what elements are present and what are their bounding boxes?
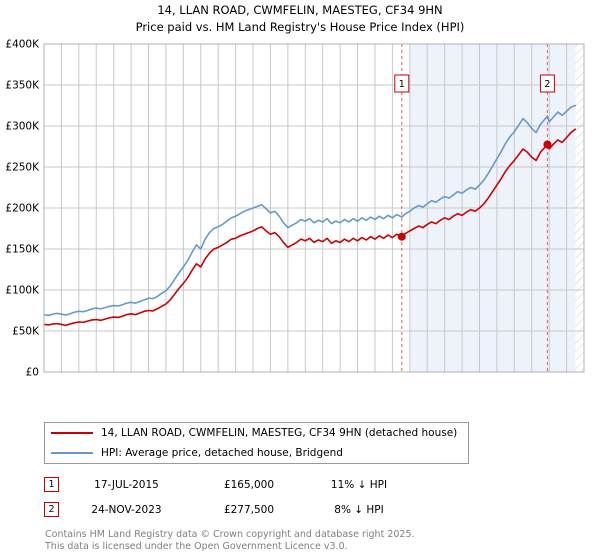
y-axis-tick-label: £50K <box>12 326 40 338</box>
annotation-index-label: 1 <box>399 79 405 90</box>
legend-label-series2: HPI: Average price, detached house, Brid… <box>101 447 343 459</box>
y-axis-tick-label: £200K <box>5 203 40 215</box>
footer-line-2: This data is licensed under the Open Gov… <box>45 540 348 552</box>
table-row: 1 17-JUL-2015 £165,000 11% ↓ HPI <box>44 472 464 497</box>
transaction-price: £277,500 <box>223 503 275 516</box>
annotation-index-box <box>394 74 410 93</box>
transaction-hpi-delta: 11% ↓ HPI <box>330 478 388 491</box>
copyright-footer: Contains HM Land Registry data © Crown c… <box>45 529 565 552</box>
annotation-index-label: 2 <box>544 79 550 90</box>
transactions-table: 1 17-JUL-2015 £165,000 11% ↓ HPI 2 24-NO… <box>44 472 464 522</box>
page-title: 14, LLAN ROAD, CWMFELIN, MAESTEG, CF34 9… <box>157 3 443 17</box>
transaction-date: 24-NOV-2023 <box>91 503 162 516</box>
y-axis-tick-label: £100K <box>5 285 40 297</box>
page-subtitle: Price paid vs. HM Land Registry's House … <box>135 20 465 34</box>
chart-legend: 14, LLAN ROAD, CWMFELIN, MAESTEG, CF34 9… <box>44 422 469 464</box>
chart-title-block: 14, LLAN ROAD, CWMFELIN, MAESTEG, CF34 9… <box>0 2 600 36</box>
y-axis-tick-label: £350K <box>5 80 40 92</box>
chart-series <box>44 104 577 327</box>
y-axis-tick-label: £300K <box>5 121 40 133</box>
price-history-chart: £0 £50K £100K £150K £200K £250K £300K £350K £400… <box>0 36 600 376</box>
transaction-hpi-delta: 8% ↓ HPI <box>334 503 384 516</box>
series-line-property-price <box>44 128 577 327</box>
plot-border <box>43 43 585 373</box>
transaction-price: £165,000 <box>223 478 275 491</box>
transaction-date: 17-JUL-2015 <box>94 478 159 491</box>
y-axis-tick-label: £250K <box>5 162 40 174</box>
series-line-hpi-average <box>44 104 577 317</box>
footer-line-1: Contains HM Land Registry data © Crown c… <box>45 529 415 540</box>
legend-swatch-blue-icon <box>51 452 93 454</box>
sale-point-marker <box>397 232 406 241</box>
legend-label-series1: 14, LLAN ROAD, CWMFELIN, MAESTEG, CF34 9… <box>101 427 458 439</box>
sale-point-marker <box>543 140 552 149</box>
table-row: 2 24-NOV-2023 £277,500 8% ↓ HPI <box>44 497 464 522</box>
transaction-index-badge: 1 <box>44 477 59 492</box>
annotation-index-box <box>539 74 555 93</box>
transaction-index-badge: 2 <box>44 502 59 517</box>
chart-svg: £0 £50K £100K £150K £200K £250K £300K £350K £400… <box>5 39 585 377</box>
y-axis-ticks: £0 £50K £100K £150K £200K £250K £300K £350K £400… <box>5 39 40 377</box>
y-axis-tick-label: £0 <box>26 367 39 377</box>
legend-row-series2: HPI: Average price, detached house, Brid… <box>45 443 468 463</box>
y-axis-tick-label: £150K <box>5 244 40 256</box>
legend-row-series1: 14, LLAN ROAD, CWMFELIN, MAESTEG, CF34 9… <box>45 423 468 443</box>
legend-swatch-red-icon <box>51 432 93 434</box>
y-axis-tick-label: £400K <box>5 39 40 51</box>
